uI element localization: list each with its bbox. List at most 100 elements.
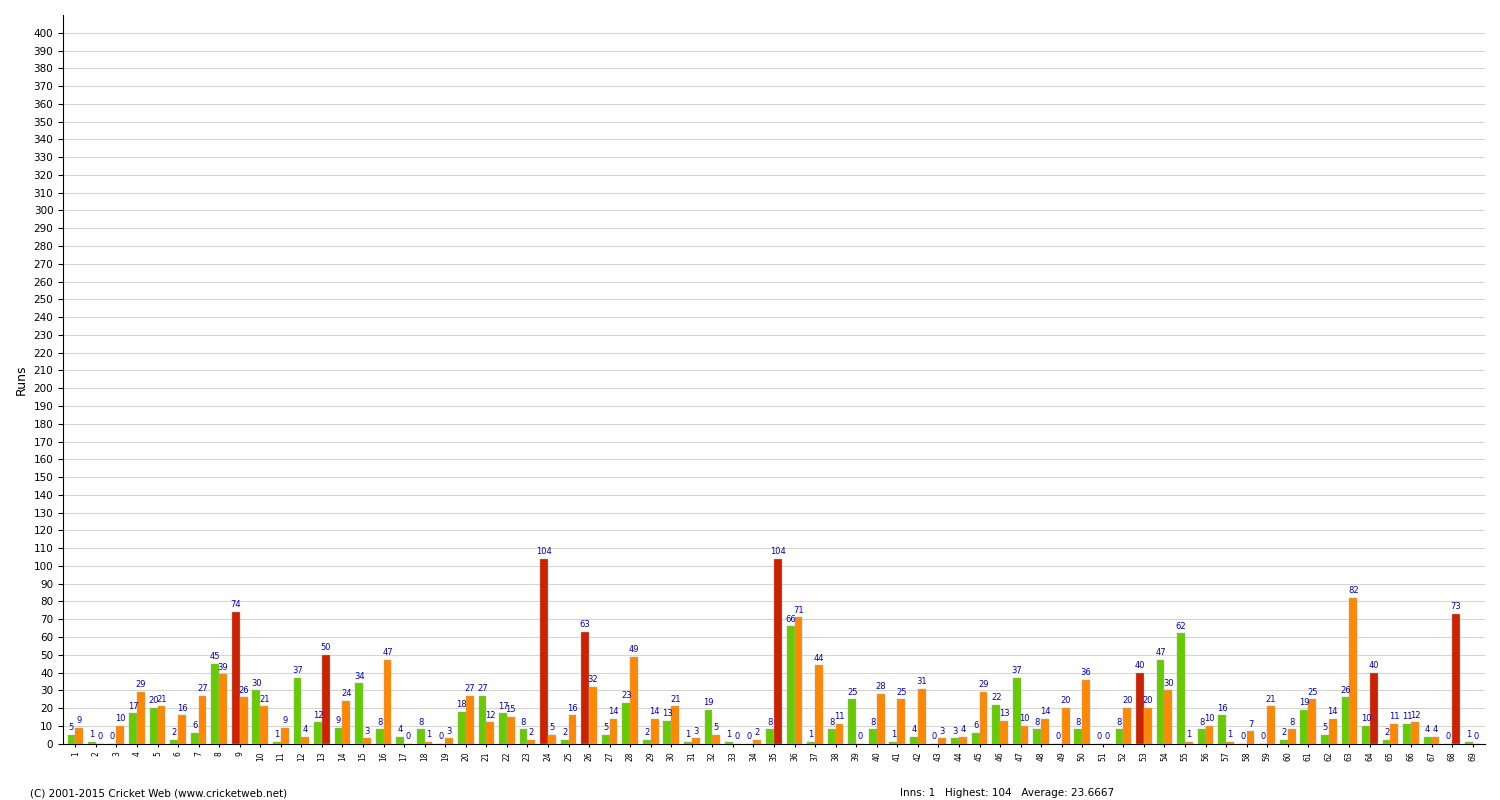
Bar [1136, 673, 1144, 744]
Text: 5: 5 [549, 723, 555, 732]
Bar [918, 689, 926, 744]
Bar [88, 742, 96, 744]
Bar [1082, 680, 1090, 744]
Bar [972, 733, 980, 744]
Bar [424, 742, 432, 744]
Text: 0: 0 [98, 732, 102, 741]
Text: 5: 5 [1323, 723, 1328, 732]
Text: 40: 40 [1134, 661, 1144, 670]
Text: 2: 2 [1384, 728, 1389, 738]
Bar [1370, 673, 1377, 744]
Text: 31: 31 [916, 677, 927, 686]
Bar [724, 742, 734, 744]
Bar [1280, 740, 1287, 744]
Bar [590, 686, 597, 744]
Bar [198, 696, 207, 744]
Text: 16: 16 [177, 703, 188, 713]
Text: 12: 12 [314, 710, 324, 720]
Text: 28: 28 [876, 682, 886, 691]
Text: 6: 6 [192, 722, 198, 730]
Text: 2: 2 [171, 728, 177, 738]
Text: 8: 8 [1035, 718, 1040, 726]
Text: 0: 0 [932, 732, 938, 741]
Bar [663, 721, 672, 744]
Bar [1412, 722, 1419, 744]
Text: 1: 1 [90, 730, 94, 739]
Text: 1: 1 [1186, 730, 1191, 739]
Bar [1287, 730, 1296, 744]
Bar [939, 738, 946, 744]
Bar [958, 737, 968, 744]
Text: 22: 22 [992, 693, 1002, 702]
Text: 13: 13 [999, 709, 1010, 718]
Bar [334, 728, 342, 744]
Bar [609, 718, 618, 744]
Text: 21: 21 [156, 694, 166, 704]
Bar [705, 710, 712, 744]
Text: 21: 21 [670, 694, 681, 704]
Bar [68, 734, 75, 744]
Text: 1: 1 [1466, 730, 1472, 739]
Bar [466, 696, 474, 744]
Bar [171, 740, 178, 744]
Text: 0: 0 [858, 732, 862, 741]
Bar [322, 654, 330, 744]
Text: 0: 0 [1260, 732, 1266, 741]
Text: 39: 39 [217, 662, 228, 672]
Text: 40: 40 [1368, 661, 1378, 670]
Bar [868, 730, 877, 744]
Text: 8: 8 [1076, 718, 1082, 726]
Bar [815, 666, 824, 744]
Bar [1329, 718, 1336, 744]
Bar [219, 674, 226, 744]
Bar [774, 558, 782, 744]
Text: 15: 15 [506, 706, 516, 714]
Text: 47: 47 [1155, 649, 1166, 658]
Bar [1431, 737, 1440, 744]
Text: 73: 73 [1450, 602, 1461, 611]
Text: 8: 8 [870, 718, 876, 726]
Text: 11: 11 [1389, 712, 1400, 722]
Bar [384, 660, 392, 744]
Text: 3: 3 [939, 726, 945, 736]
Text: 5: 5 [714, 723, 718, 732]
Text: 1: 1 [891, 730, 896, 739]
Bar [117, 726, 124, 744]
Bar [849, 699, 856, 744]
Bar [548, 734, 556, 744]
Text: 82: 82 [1348, 586, 1359, 595]
Text: 36: 36 [1082, 668, 1092, 677]
Text: 3: 3 [693, 726, 699, 736]
Text: 8: 8 [1288, 718, 1294, 726]
Bar [478, 696, 486, 744]
Bar [356, 683, 363, 744]
Text: 4: 4 [1425, 725, 1431, 734]
Bar [1218, 715, 1225, 744]
Text: 8: 8 [419, 718, 423, 726]
Text: 25: 25 [896, 687, 906, 697]
Bar [766, 730, 774, 744]
Bar [540, 558, 548, 744]
Text: 0: 0 [1474, 732, 1479, 741]
Text: 10: 10 [1020, 714, 1031, 723]
Text: 4: 4 [303, 725, 307, 734]
Text: 25: 25 [847, 687, 858, 697]
Bar [376, 730, 384, 744]
Text: 19: 19 [704, 698, 714, 707]
Text: 66: 66 [786, 614, 796, 624]
Text: 0: 0 [747, 732, 752, 741]
Text: Inns: 1   Highest: 104   Average: 23.6667: Inns: 1 Highest: 104 Average: 23.6667 [900, 788, 1114, 798]
Text: 5: 5 [603, 723, 609, 732]
Text: 8: 8 [376, 718, 382, 726]
Bar [1268, 706, 1275, 744]
Text: 8: 8 [768, 718, 772, 726]
Text: 14: 14 [1040, 707, 1050, 716]
Text: 16: 16 [1216, 703, 1227, 713]
Text: 49: 49 [628, 645, 639, 654]
Text: 30: 30 [251, 678, 261, 688]
Text: 27: 27 [477, 684, 488, 693]
Bar [878, 694, 885, 744]
Bar [500, 714, 507, 744]
Text: 14: 14 [1328, 707, 1338, 716]
Bar [1452, 614, 1460, 744]
